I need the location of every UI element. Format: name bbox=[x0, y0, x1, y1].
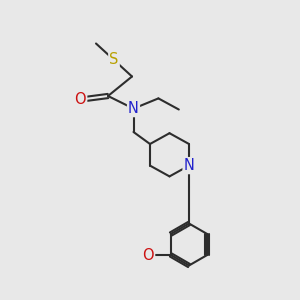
Text: S: S bbox=[109, 52, 119, 68]
Text: N: N bbox=[184, 158, 194, 173]
Text: O: O bbox=[75, 92, 86, 107]
Text: O: O bbox=[142, 248, 154, 262]
Text: N: N bbox=[128, 101, 139, 116]
